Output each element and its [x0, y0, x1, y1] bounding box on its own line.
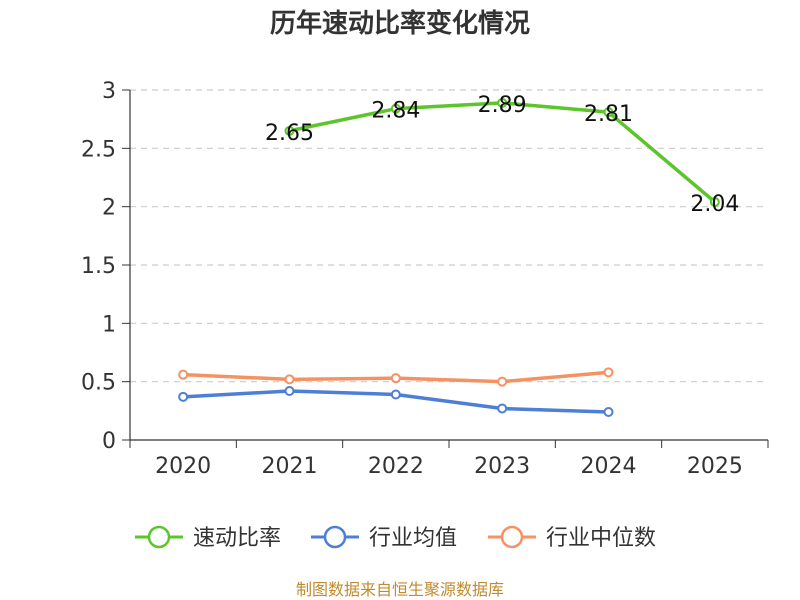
- y-tick-label: 3: [102, 79, 116, 104]
- series-point: [390, 373, 401, 384]
- x-tick-label: 2024: [581, 454, 637, 479]
- y-tick-label: 1: [102, 312, 116, 337]
- series-point: [390, 389, 401, 400]
- series-point: [284, 125, 295, 136]
- legend-label: 行业均值: [369, 526, 457, 551]
- series-point: [390, 103, 401, 114]
- series-point: [284, 374, 295, 385]
- data-label: 2.04: [690, 192, 739, 217]
- series-point: [178, 369, 189, 380]
- series-point: [603, 367, 614, 378]
- y-tick-label: 0: [102, 429, 116, 454]
- legend-label: 行业中位数: [546, 526, 656, 551]
- y-tick-label: 1.5: [81, 254, 116, 279]
- y-tick-label: 0.5: [81, 371, 116, 396]
- series-point: [284, 386, 295, 396]
- chart-title: 历年速动比率变化情况: [270, 8, 530, 39]
- legend: 速动比率 行业均值 行业中位数: [135, 525, 656, 551]
- x-tick-label: 2021: [262, 454, 318, 479]
- series-point: [497, 376, 508, 387]
- series-point: [603, 107, 614, 118]
- legend-swatch-marker: [500, 525, 524, 549]
- data-label: 2.81: [584, 102, 633, 127]
- grid: [130, 89, 768, 383]
- x-tick-label: 2022: [368, 454, 424, 479]
- source-note: 制图数据来自恒生聚源数据库: [296, 580, 504, 599]
- axes: 0 0.5 1 1.5 2 2.5 3 2020 2021 2022 2023 2024 2025: [81, 79, 769, 479]
- series-point: [497, 403, 508, 414]
- legend-swatch-marker: [323, 525, 347, 549]
- x-tick-label: 2023: [474, 454, 530, 479]
- series-point: [709, 197, 720, 207]
- data-label: 2.89: [478, 93, 527, 118]
- data-labels: 2.65 2.84 2.89 2.81 2.04: [265, 93, 739, 217]
- y-tick-label: 2.5: [81, 137, 116, 162]
- x-tick-label: 2020: [155, 454, 211, 479]
- series-point: [178, 391, 189, 402]
- y-tick-label: 2: [102, 196, 116, 221]
- x-tick-label: 2025: [687, 454, 743, 479]
- data-label: 2.84: [371, 99, 420, 124]
- series: [178, 97, 720, 417]
- legend-swatch-marker: [147, 525, 171, 549]
- data-label: 2.65: [265, 121, 314, 146]
- legend-label: 速动比率: [193, 526, 281, 551]
- series-point: [603, 407, 614, 417]
- series-point: [497, 97, 508, 108]
